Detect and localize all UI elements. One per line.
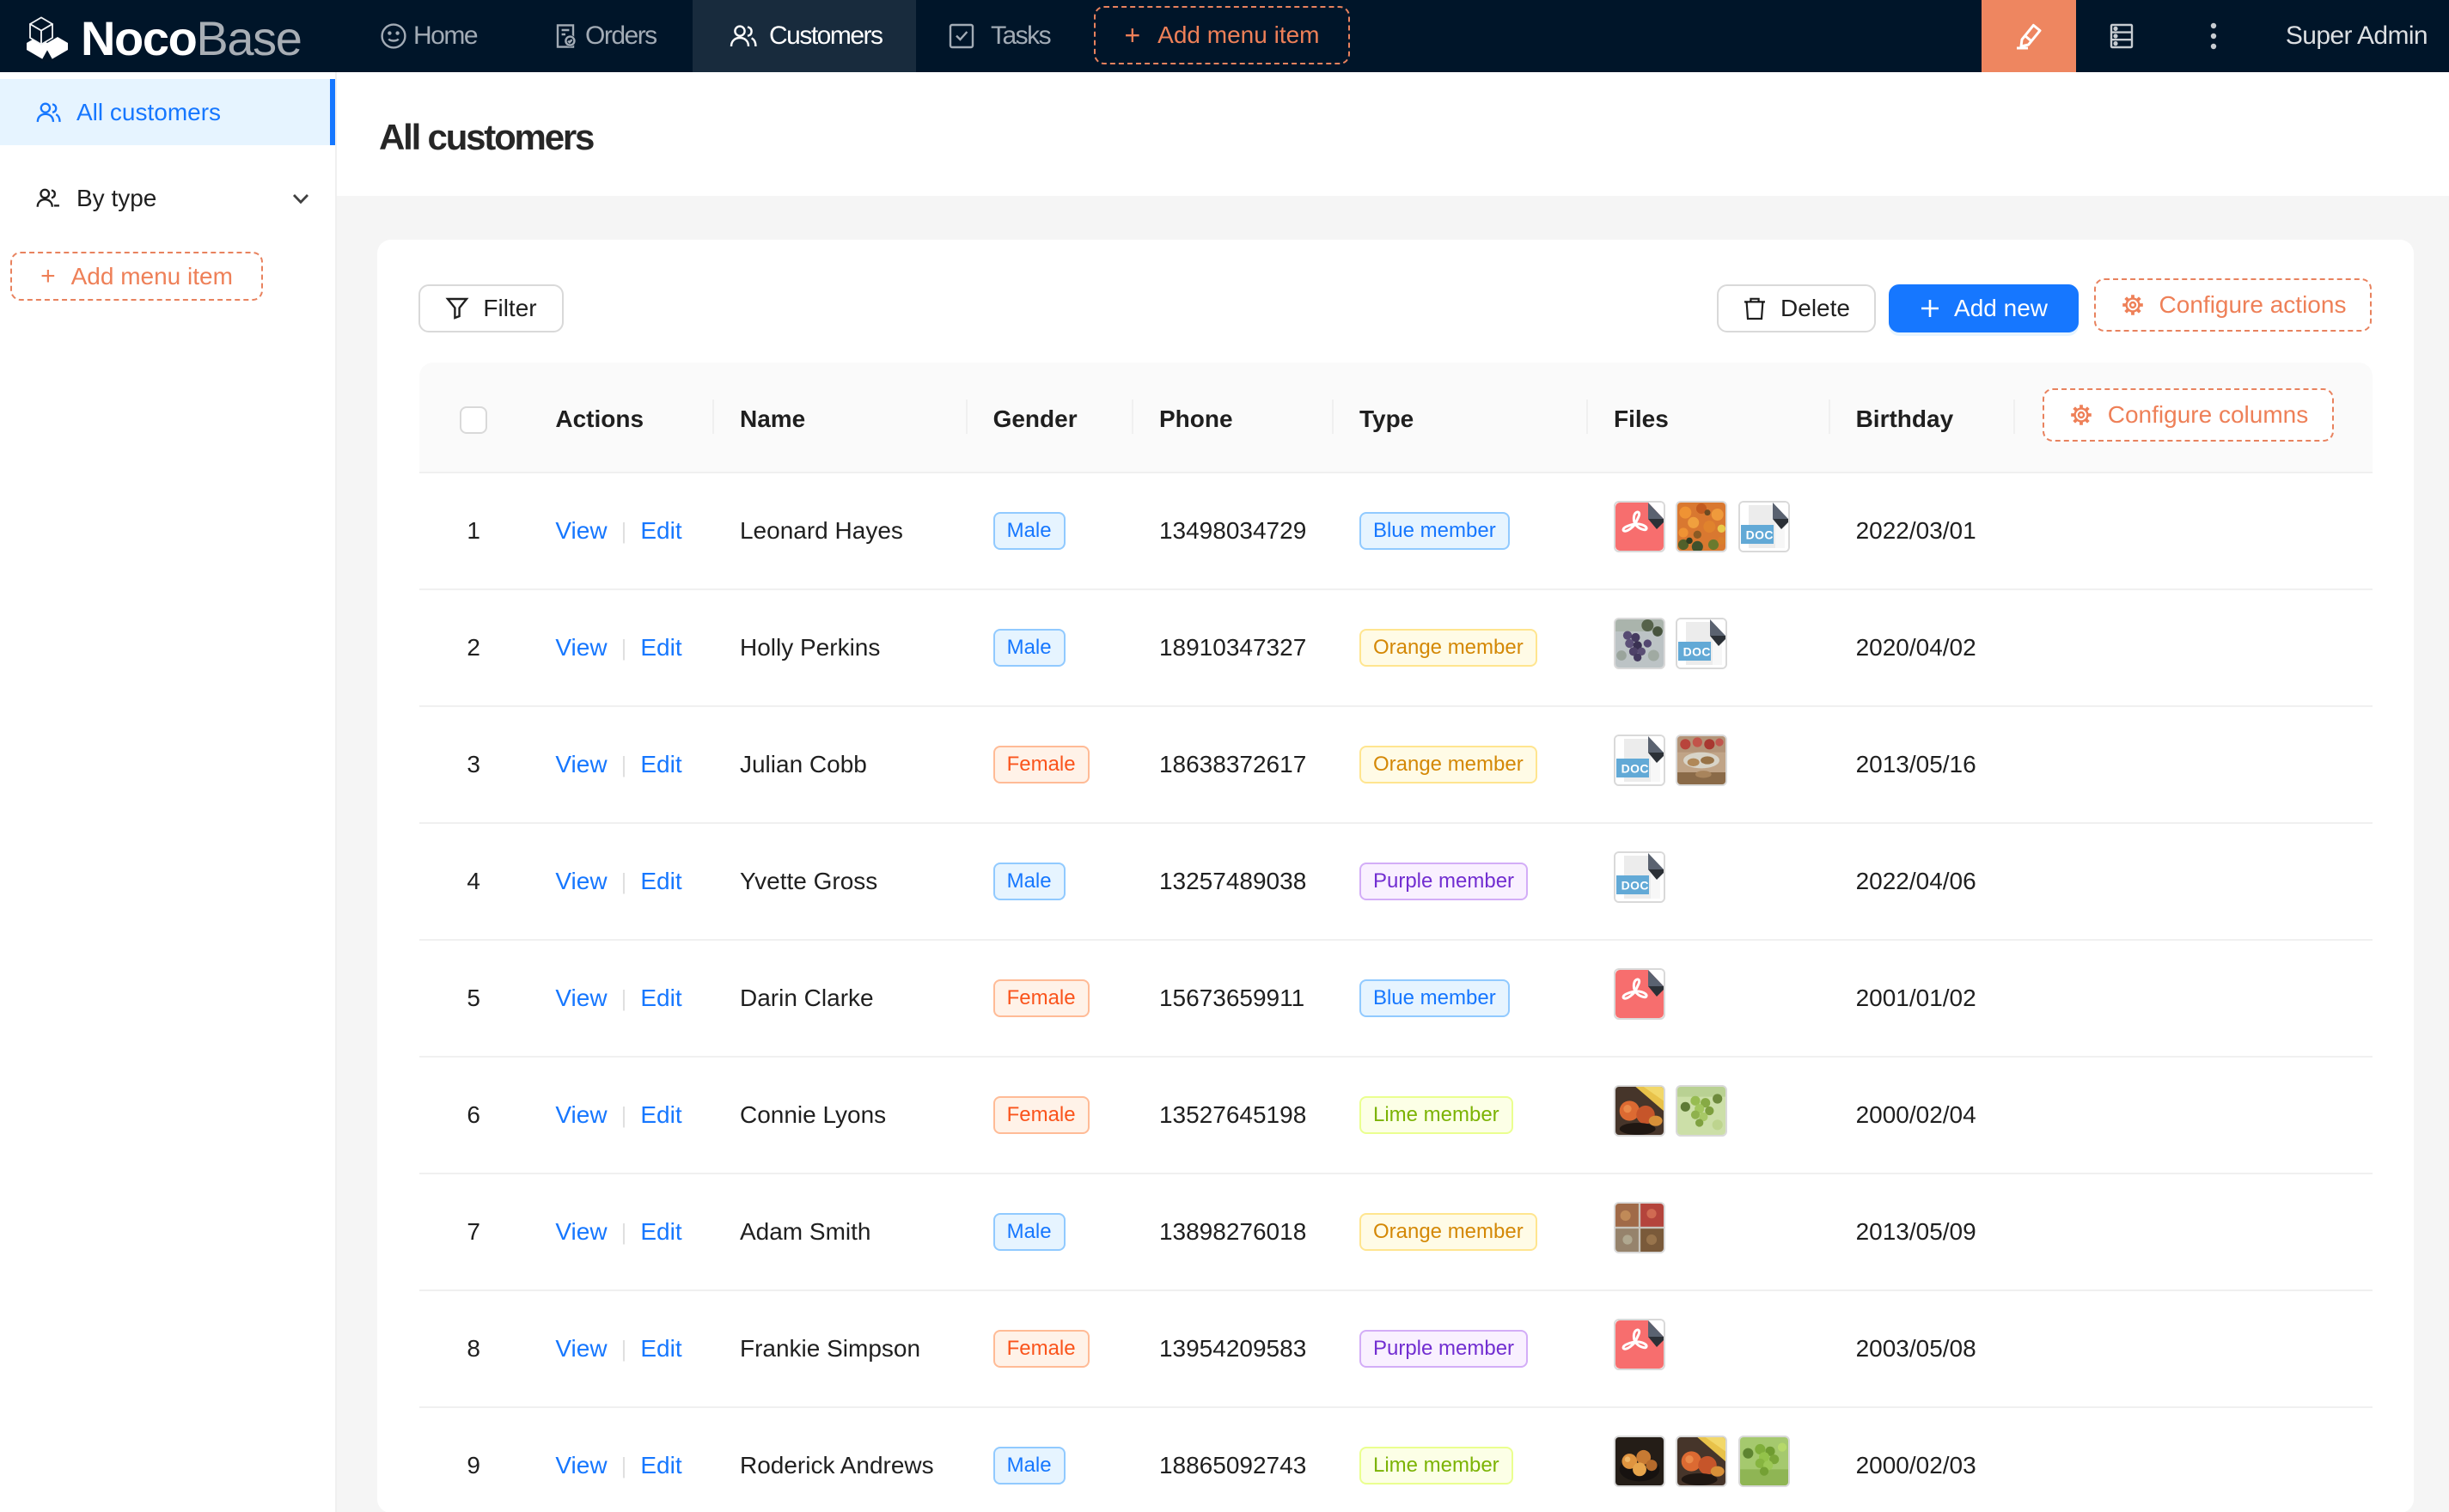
svg-text:DOC: DOC	[1745, 527, 1773, 541]
svg-text:DOC: DOC	[1621, 761, 1649, 775]
svg-text:DOC: DOC	[1621, 878, 1649, 892]
svg-text:DOC: DOC	[1683, 644, 1711, 658]
